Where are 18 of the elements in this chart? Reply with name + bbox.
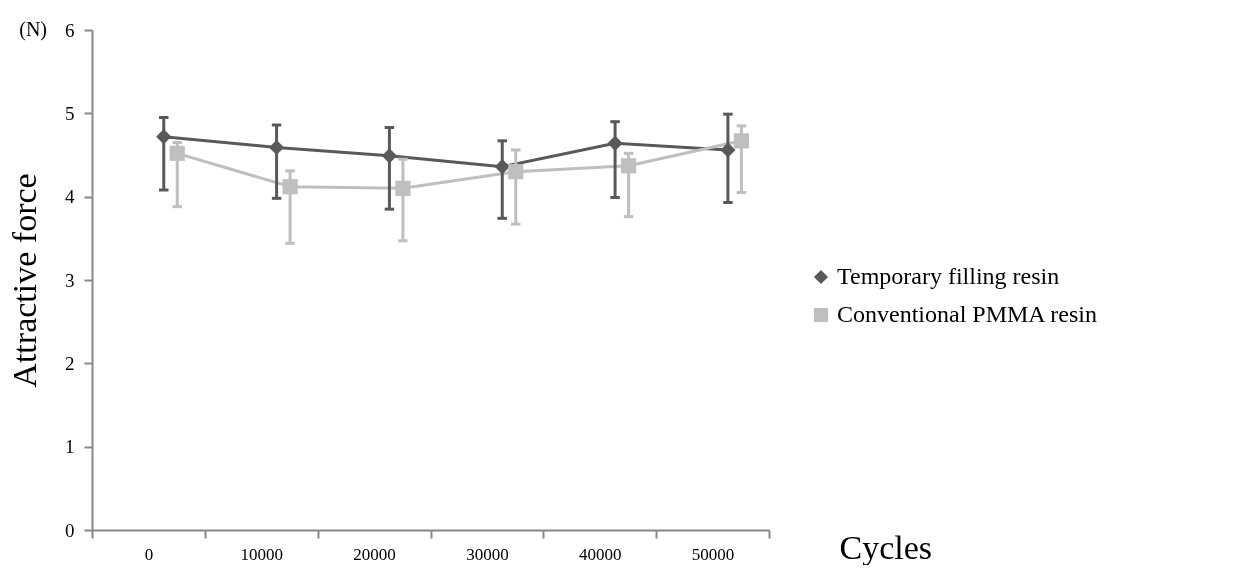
y-tick-label: 2 [65, 352, 75, 374]
y-tick-label: 3 [65, 269, 75, 291]
y-tick-label: 1 [65, 436, 75, 458]
y-axis-title: Attractive force [6, 173, 43, 388]
legend-label: Temporary filling resin [837, 263, 1060, 289]
text: (N) [19, 18, 47, 41]
x-tick-label: 30000 [466, 544, 509, 564]
x-tick-label: 0 [144, 544, 154, 564]
x-tick-label: 50000 [691, 544, 735, 564]
legend-label: Conventional PMMA resin [837, 301, 1098, 327]
y-tick-label: 0 [65, 519, 75, 541]
x-tick-label: 10000 [240, 544, 283, 564]
x-tick-label: 20000 [353, 544, 396, 564]
y-tick-label: 6 [65, 19, 75, 41]
y-tick-label: 5 [65, 102, 75, 124]
y-tick-label: 4 [65, 186, 75, 208]
x-axis-title: Cycles [839, 528, 933, 566]
x-tick-label: 40000 [579, 544, 622, 564]
